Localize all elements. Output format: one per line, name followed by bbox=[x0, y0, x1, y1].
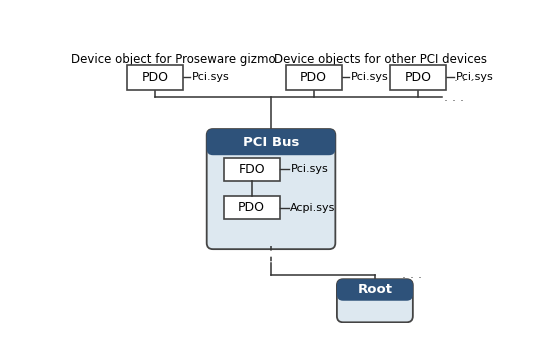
Text: Pci.sys: Pci.sys bbox=[290, 164, 328, 174]
Text: Device object for Proseware gizmo: Device object for Proseware gizmo bbox=[71, 53, 276, 66]
Text: PDO: PDO bbox=[300, 71, 327, 84]
Bar bbox=[127, 65, 183, 90]
Text: Pci.sys: Pci.sys bbox=[455, 73, 493, 82]
Text: PDO: PDO bbox=[238, 201, 265, 214]
FancyBboxPatch shape bbox=[207, 129, 336, 155]
Bar bbox=[224, 196, 279, 219]
Text: PCI Bus: PCI Bus bbox=[243, 136, 299, 148]
Text: Device objects for other PCI devices: Device objects for other PCI devices bbox=[274, 53, 487, 66]
Text: Pci.sys: Pci.sys bbox=[192, 73, 230, 82]
Bar bbox=[340, 290, 410, 298]
FancyBboxPatch shape bbox=[207, 129, 336, 249]
Text: . . .: . . . bbox=[454, 71, 474, 84]
Text: . . .: . . . bbox=[402, 268, 422, 281]
Text: PDO: PDO bbox=[141, 71, 168, 84]
FancyBboxPatch shape bbox=[337, 279, 413, 301]
Text: PDO: PDO bbox=[405, 71, 432, 84]
Bar bbox=[224, 158, 279, 181]
Text: Pci.sys: Pci.sys bbox=[351, 73, 389, 82]
Text: FDO: FDO bbox=[238, 163, 265, 176]
FancyBboxPatch shape bbox=[337, 279, 413, 322]
Text: . . .: . . . bbox=[444, 91, 464, 104]
Text: Root: Root bbox=[358, 284, 392, 297]
Bar bbox=[286, 65, 342, 90]
Bar bbox=[390, 65, 446, 90]
Text: Acpi.sys: Acpi.sys bbox=[290, 203, 336, 213]
Bar bbox=[210, 142, 332, 152]
